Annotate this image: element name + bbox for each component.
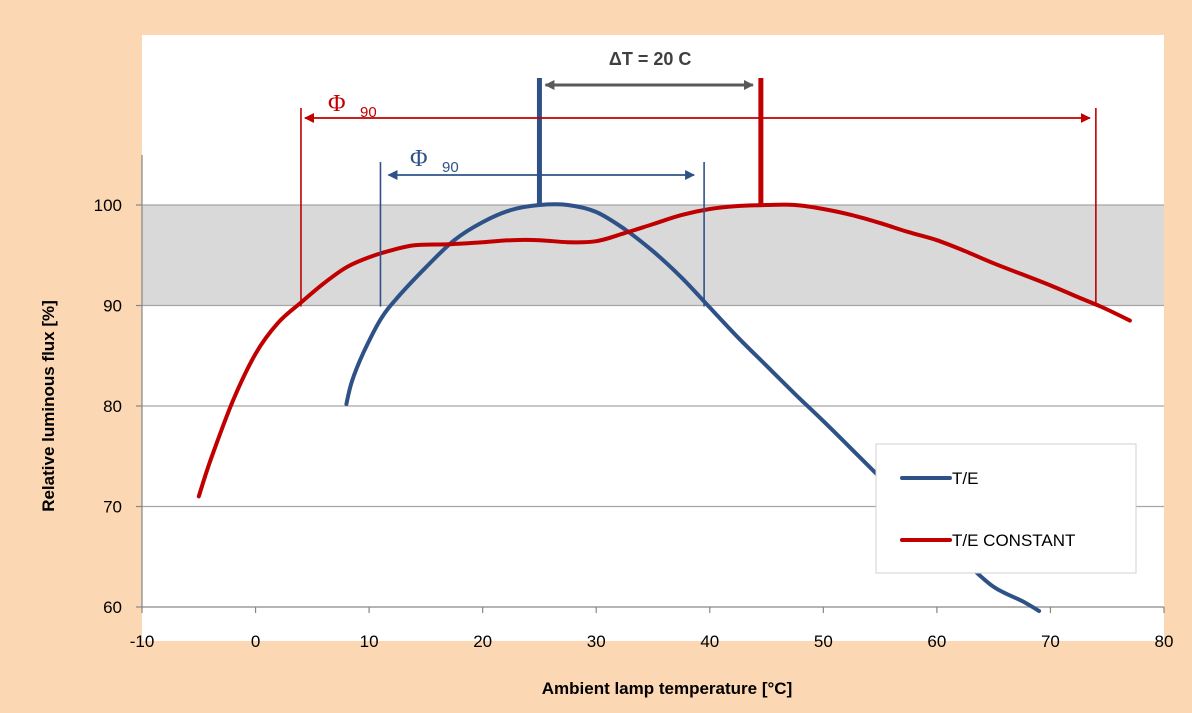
y-tick-label-80: 80 [103, 397, 122, 416]
x-tick-label-50: 50 [814, 632, 833, 651]
y-tick-label-70: 70 [103, 498, 122, 517]
phi90-blue-subscript: 90 [442, 159, 459, 176]
y-axis-title: Relative luminous flux [%] [39, 300, 58, 512]
shaded-band [142, 205, 1164, 306]
series-line-te-constant [196, 202, 1132, 499]
phi90-red-symbol: Φ [328, 91, 346, 117]
x-tick-label-0: 0 [251, 632, 260, 651]
x-tick-label-30: 30 [587, 632, 606, 651]
x-tick-label-80: 80 [1155, 632, 1174, 651]
x-tick-label-40: 40 [700, 632, 719, 651]
x-tick-label-10: 10 [360, 632, 379, 651]
y-tick-label-60: 60 [103, 598, 122, 617]
legend-label-te: T/E [952, 469, 978, 488]
x-tick-label--10: -10 [130, 632, 155, 651]
y-tick-label-90: 90 [103, 297, 122, 316]
x-tick-label-20: 20 [473, 632, 492, 651]
phi90-blue-symbol: Φ [410, 146, 428, 172]
y-tick-label-100: 100 [94, 196, 122, 215]
x-axis-title: Ambient lamp temperature [°C] [542, 679, 793, 698]
phi90-red-subscript: 90 [360, 104, 377, 121]
delta-t-label: ΔT = 20 C [609, 49, 691, 69]
x-tick-label-60: 60 [927, 632, 946, 651]
legend-box [875, 443, 1137, 574]
x-tick-label-70: 70 [1041, 632, 1060, 651]
legend-label-te-constant: T/E CONSTANT [952, 531, 1075, 550]
